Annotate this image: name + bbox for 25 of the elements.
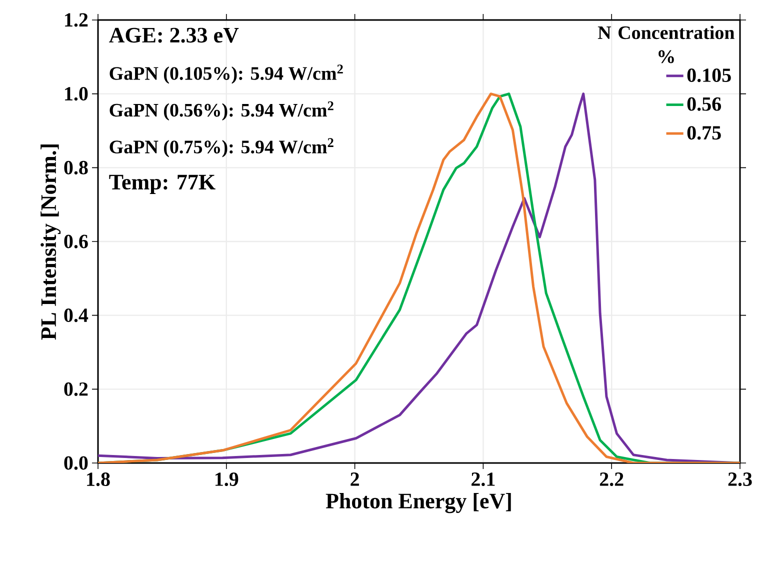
y-tick-label: 1.0 (65, 87, 88, 101)
x-axis-title: Photon Energy [eV] (326, 492, 511, 514)
legend-label: 0.75 (687, 126, 721, 140)
legend-label: 0.56 (687, 97, 722, 111)
annotation: GaPN (0.75%): 5.94 W/cm$^{2}$ (110, 138, 334, 158)
legend-title: N Concentration % (598, 26, 734, 64)
annotation: GaPN (0.105%): 5.94 W/cm$^{2}$ (110, 64, 343, 84)
y-tick-label: 0.4 (64, 308, 88, 322)
x-tick-label: 2.1 (472, 472, 495, 486)
x-tick-label: 1.8 (87, 472, 110, 486)
annotation: Temp: 77K (109, 174, 216, 194)
y-tick-label: 0.0 (64, 456, 88, 470)
line-series (98, 92, 740, 463)
x-tick-label: 1.9 (216, 472, 238, 486)
y-tick-label: 0.2 (64, 382, 88, 396)
y-axis-title: PL Intensity [Norm.] (40, 144, 61, 340)
legend-label: 0.105 (687, 68, 731, 82)
annotation: AGE: 2.33 eV (109, 28, 239, 43)
x-tick-label: 2.2 (600, 472, 624, 486)
y-tick-label: 0.6 (64, 234, 88, 248)
y-tick-label: 1.2 (65, 13, 88, 27)
x-tick-label: 2.3 (728, 472, 752, 486)
x-tick-label: 2 (350, 472, 359, 486)
annotation: GaPN (0.56%): 5.94 W/cm$^{2}$ (110, 101, 334, 120)
y-tick-label: 0.8 (64, 160, 88, 174)
